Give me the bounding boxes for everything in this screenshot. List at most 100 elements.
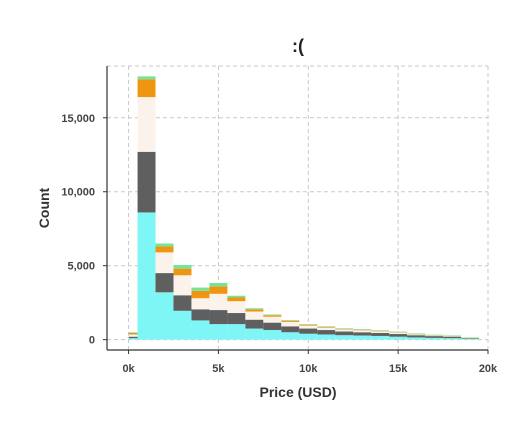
histogram-bar-segment <box>173 264 192 269</box>
chart-title: :( <box>292 36 304 56</box>
histogram-bar-segment <box>425 336 444 338</box>
histogram-bar-segment <box>317 326 336 327</box>
histogram-bar-segment <box>461 337 480 339</box>
histogram-bar-segment <box>191 309 210 321</box>
histogram-bar-segment <box>353 330 372 333</box>
histogram-bar-segment <box>137 79 156 98</box>
histogram-bar-segment <box>317 330 336 335</box>
histogram-bar-segment <box>155 243 174 247</box>
histogram-bar-segment <box>281 320 300 322</box>
histogram-bar-segment <box>281 320 300 321</box>
histogram-bar-segment <box>227 313 246 325</box>
y-tick-label: 10,000 <box>61 187 95 199</box>
histogram-bar-segment <box>389 336 408 340</box>
histogram-bar-segment <box>209 293 228 311</box>
y-tick-label: 5,000 <box>67 261 95 273</box>
histogram-bar-segment <box>155 252 174 274</box>
x-tick-labels: 0k 5k 10k 15k 20k <box>122 363 498 375</box>
histogram-bar-segment <box>371 332 390 336</box>
histogram-bar-segment <box>371 330 390 332</box>
histogram-bar-segment <box>245 319 264 329</box>
histogram-bar-segment <box>281 326 300 333</box>
histogram-bar-segment <box>335 335 354 340</box>
histogram-bar-segment <box>353 335 372 340</box>
histogram-bar-segment <box>425 334 444 336</box>
histogram-bar-segment <box>335 328 354 330</box>
histogram-bar-segment <box>335 329 354 332</box>
histogram-bar-segment <box>335 328 354 329</box>
histogram-bar-segment <box>137 212 156 340</box>
histogram-bar-segment <box>425 337 444 340</box>
histogram-bar-segment <box>443 336 462 337</box>
histogram-bar-segment <box>407 337 426 340</box>
histogram-bar-segment <box>263 322 282 331</box>
histogram-bar-segment <box>209 286 228 294</box>
histogram-bar-segment <box>245 309 264 312</box>
histogram-bar-segment <box>281 332 300 340</box>
histogram-bar-segment <box>155 273 174 293</box>
histogram-bar-segment <box>461 338 480 339</box>
histogram-bar-segment <box>191 287 210 291</box>
histogram-bar-segment <box>299 333 318 340</box>
y-tick-label: 15,000 <box>61 113 95 125</box>
histogram-bar-segment <box>137 151 156 213</box>
histogram-bar-segment <box>389 331 408 333</box>
histogram-bar-segment <box>299 324 318 326</box>
histogram-bar-segment <box>245 328 264 340</box>
histogram-bar-segment <box>173 268 192 276</box>
histogram-bar-segment <box>209 310 228 325</box>
histogram-bar-segment <box>245 311 264 320</box>
histogram-bar-segment <box>353 329 372 331</box>
histogram-bar-segment <box>281 321 300 327</box>
histogram-bar-segment <box>209 282 228 287</box>
histogram-bar-segment <box>299 324 318 325</box>
histogram-bar-segment <box>173 275 192 296</box>
histogram-bar-segment <box>137 97 156 152</box>
histogram-bar-segment <box>425 335 444 337</box>
histogram-bar-segment <box>227 324 246 340</box>
histogram-bar-segment <box>407 334 426 336</box>
histogram-bar-segment <box>245 308 264 310</box>
histogram-bar-segment <box>443 336 462 339</box>
histogram-bar-segment <box>443 338 462 340</box>
y-axis-title: Count <box>36 187 52 228</box>
histogram-bar-segment <box>317 327 336 331</box>
histogram-bar-segment <box>209 324 228 340</box>
histogram-bar-segment <box>191 290 210 299</box>
bars <box>128 76 480 340</box>
histogram-bar-segment <box>407 335 426 338</box>
x-tick-label: 20k <box>479 363 498 375</box>
histogram-bar-segment <box>407 333 426 335</box>
histogram-bar-segment <box>155 292 174 340</box>
histogram-bar-segment <box>371 331 390 333</box>
histogram-bar-segment <box>353 329 372 330</box>
histogram-bar-segment <box>317 334 336 340</box>
axes <box>103 66 489 354</box>
y-tick-labels: 0 5,000 10,000 15,000 <box>61 113 95 347</box>
histogram-bar-segment <box>263 315 282 317</box>
histogram-bar-segment <box>263 314 282 316</box>
histogram-bar-segment <box>443 335 462 337</box>
histogram-bar-segment <box>299 328 318 334</box>
histogram-bar-segment <box>299 325 318 329</box>
histogram-bar-segment <box>227 295 246 298</box>
histogram-bar-segment <box>317 326 336 328</box>
histogram-bar-segment <box>335 331 354 336</box>
x-tick-label: 10k <box>299 363 318 375</box>
histogram-bar-segment <box>353 332 372 336</box>
histogram-bar-segment <box>371 330 390 331</box>
histogram-bar-segment <box>191 320 210 340</box>
histogram-bar-segment <box>227 297 246 302</box>
histogram-bar-segment <box>227 301 246 314</box>
histogram-bar-segment <box>263 330 282 340</box>
histogram-bar-segment <box>191 298 210 310</box>
x-tick-label: 0k <box>122 363 135 375</box>
x-tick-label: 5k <box>212 363 225 375</box>
histogram-bar-segment <box>155 246 174 253</box>
histogram-bar-segment <box>461 338 480 340</box>
histogram-bar-segment <box>173 295 192 311</box>
x-axis-title: Price (USD) <box>259 384 336 400</box>
histogram-bar-segment <box>371 335 390 340</box>
x-tick-label: 15k <box>389 363 408 375</box>
